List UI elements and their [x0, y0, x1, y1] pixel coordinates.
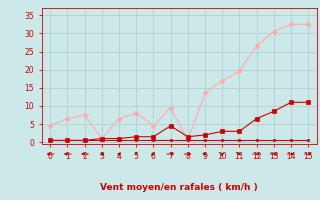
Text: Vent moyen/en rafales ( km/h ): Vent moyen/en rafales ( km/h ) [100, 184, 258, 192]
